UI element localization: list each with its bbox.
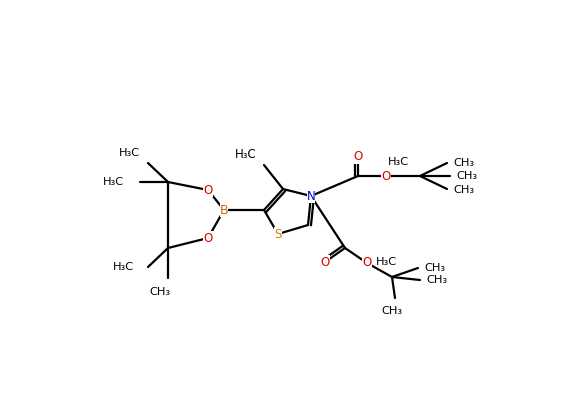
Text: CH₃: CH₃ xyxy=(149,287,171,297)
Text: CH₃: CH₃ xyxy=(426,275,447,285)
Text: CH₃: CH₃ xyxy=(453,185,474,195)
Text: O: O xyxy=(203,183,213,197)
Text: O: O xyxy=(362,256,372,270)
Text: CH₃: CH₃ xyxy=(424,263,445,273)
Text: H₃C: H₃C xyxy=(235,148,257,160)
Text: H₃C: H₃C xyxy=(119,148,140,158)
Text: CH₃: CH₃ xyxy=(456,171,477,181)
Text: O: O xyxy=(320,256,329,268)
Text: B: B xyxy=(220,204,228,216)
Text: O: O xyxy=(203,231,213,245)
Text: CH₃: CH₃ xyxy=(453,158,474,168)
Text: O: O xyxy=(381,170,391,183)
Text: O: O xyxy=(353,150,362,164)
Text: H₃C: H₃C xyxy=(376,257,397,267)
Text: CH₃: CH₃ xyxy=(381,306,403,316)
Text: S: S xyxy=(274,227,282,241)
Text: H₃C: H₃C xyxy=(388,157,409,167)
Text: N: N xyxy=(306,189,316,202)
Text: H₃C: H₃C xyxy=(103,177,124,187)
Text: H₃C: H₃C xyxy=(113,262,134,272)
